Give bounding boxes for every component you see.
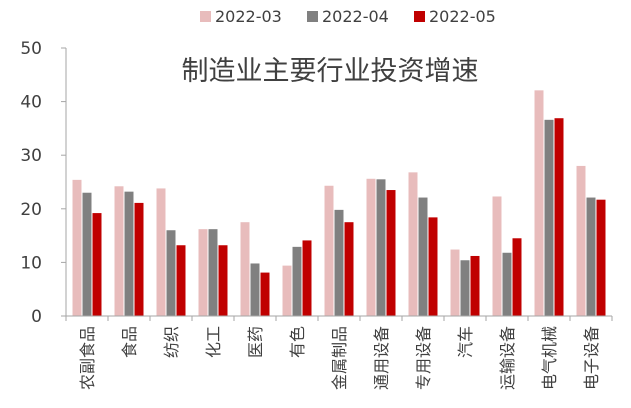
legend-swatch: [307, 11, 318, 22]
x-tick-label: 通用设备: [372, 326, 391, 390]
x-tick-label: 化工: [204, 326, 223, 358]
x-tick-label: 专用设备: [414, 326, 433, 390]
x-tick-label: 电气机械: [540, 326, 559, 390]
bar-2022-03-金属制品: [324, 185, 334, 316]
y-tick-label: 40: [20, 93, 42, 113]
bar-2022-05-金属制品: [344, 222, 354, 316]
legend-swatch: [414, 11, 425, 22]
legend: 2022-03 2022-04 2022-05: [200, 7, 496, 26]
bar-2022-05-通用设备: [386, 190, 396, 316]
bar-2022-05-专用设备: [428, 217, 438, 316]
bar-2022-03-专用设备: [408, 172, 418, 316]
bar-2022-05-化工: [218, 245, 228, 316]
bar-2022-03-食品: [114, 186, 124, 316]
bar-2022-04-电气机械: [544, 119, 554, 316]
bars: [72, 90, 606, 317]
bar-2022-04-通用设备: [376, 179, 386, 316]
bar-2022-05-食品: [134, 202, 144, 316]
y-tick-label: 50: [20, 39, 42, 59]
bar-2022-03-纺织: [156, 188, 166, 316]
x-tick-label: 汽车: [456, 326, 475, 358]
bar-2022-04-农副食品: [82, 192, 92, 316]
bar-2022-03-有色: [282, 265, 292, 316]
y-tick-label: 20: [20, 200, 42, 220]
x-tick-label: 食品: [120, 326, 139, 358]
bar-2022-04-食品: [124, 191, 134, 316]
legend-label: 2022-03: [215, 7, 282, 26]
bar-2022-03-农副食品: [72, 179, 82, 316]
bar-2022-03-汽车: [450, 249, 460, 316]
x-axis: 农副食品 食品 纺织 化工 医药 有色 金属制品 通用设备 专用设备 汽车 运输设备 电气机械 电子设备: [65, 315, 613, 390]
x-tick-label: 运输设备: [498, 326, 517, 390]
y-axis: 0 10 20 30 40 50: [20, 39, 67, 327]
legend-swatch: [200, 11, 211, 22]
legend-label: 2022-05: [429, 7, 496, 26]
bar-2022-03-电气机械: [534, 90, 544, 317]
bar-2022-04-化工: [208, 229, 218, 316]
bar-2022-05-电气机械: [554, 118, 564, 316]
bar-2022-03-医药: [240, 222, 250, 316]
bar-2022-05-医药: [260, 272, 270, 316]
bar-2022-05-汽车: [470, 255, 480, 316]
bar-2022-05-电子设备: [596, 199, 606, 316]
x-tick-label: 金属制品: [330, 326, 349, 390]
bar-2022-05-有色: [302, 240, 312, 316]
x-tick-label: 农副食品: [78, 326, 97, 390]
x-tick-label: 有色: [288, 326, 307, 358]
bar-2022-04-汽车: [460, 260, 470, 316]
chart-title: 制造业主要行业投资增速: [182, 56, 479, 87]
bar-2022-03-电子设备: [576, 165, 586, 316]
bar-2022-04-运输设备: [502, 252, 512, 316]
bar-2022-03-运输设备: [492, 196, 502, 316]
x-tick-label: 纺织: [162, 326, 181, 358]
y-tick-label: 30: [20, 146, 42, 166]
bar-2022-04-纺织: [166, 230, 176, 316]
bar-2022-04-专用设备: [418, 197, 428, 316]
bar-2022-03-通用设备: [366, 178, 376, 316]
bar-2022-03-化工: [198, 229, 208, 316]
y-tick-label: 0: [31, 307, 42, 327]
bar-2022-05-纺织: [176, 245, 186, 316]
y-tick-label: 10: [20, 253, 42, 273]
x-tick-label: 电子设备: [582, 326, 601, 390]
legend-label: 2022-04: [322, 7, 389, 26]
bar-2022-05-农副食品: [92, 213, 102, 316]
bar-2022-04-金属制品: [334, 209, 344, 316]
bar-2022-04-医药: [250, 263, 260, 316]
bar-2022-04-电子设备: [586, 197, 596, 316]
bar-2022-05-运输设备: [512, 238, 522, 316]
bar-2022-04-有色: [292, 246, 302, 316]
x-tick-label: 医药: [246, 326, 265, 358]
